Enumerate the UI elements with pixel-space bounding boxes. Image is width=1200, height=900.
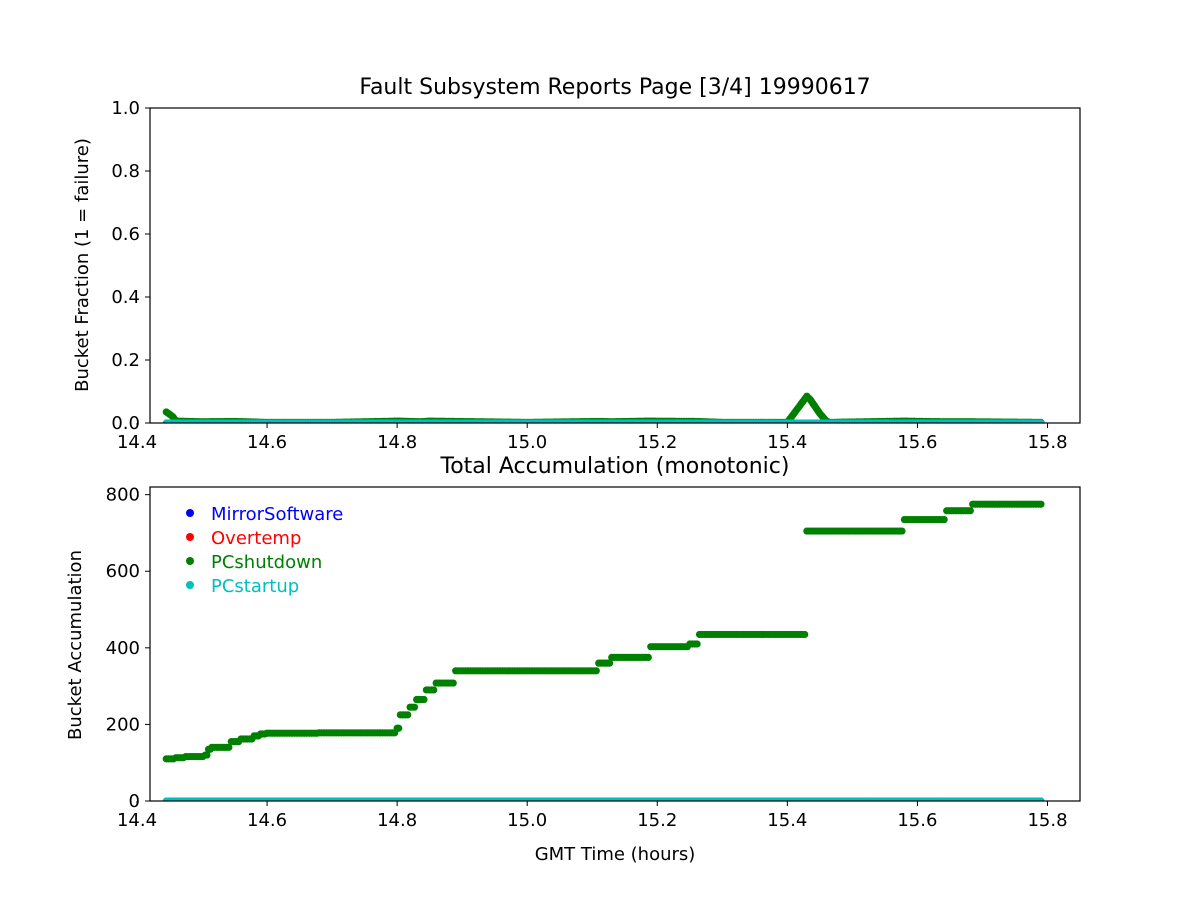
legend-marker-pcstartup: [186, 581, 194, 589]
accumulation-data-point: [966, 507, 974, 515]
accumulation-data-point: [801, 630, 809, 639]
accumulation-x-tick-label: 15.0: [507, 810, 547, 831]
accumulation-x-tick-label: 15.6: [897, 810, 937, 831]
fraction-panel: Fault Subsystem Reports Page [3/4] 19990…: [72, 75, 1081, 453]
accumulation-x-tick-label: 15.2: [637, 810, 677, 831]
accumulation-data-point: [203, 751, 211, 759]
accumulation-x-tick-label: 14.8: [377, 810, 417, 831]
accumulation-series-pcshutdown: [162, 500, 1045, 763]
fraction-y-axis-label: Bucket Fraction (1 = failure): [72, 138, 93, 392]
accumulation-y-tick-label: 0: [129, 791, 140, 812]
accumulation-data-point: [1037, 797, 1045, 801]
accumulation-data-point: [420, 695, 428, 704]
legend-marker-overtemp: [186, 533, 194, 541]
fraction-axes-frame: [149, 107, 1081, 424]
accumulation-panel: Total Accumulation (monotonic) Bucket Ac…: [65, 454, 1081, 865]
fraction-x-tick-label: 15.8: [1027, 432, 1067, 453]
accumulation-chart-title: Total Accumulation (monotonic): [440, 454, 790, 479]
fraction-plot-area: 14.4 14.6 14.8 15.0 15.2 15.4 15.6 15.8 0.0 0.2 0.…: [111, 98, 1081, 453]
legend-marker-mirrorsoftware: [186, 509, 194, 517]
fraction-y-tick-label: 0.4: [111, 287, 140, 308]
accumulation-data-point: [449, 679, 457, 687]
accumulation-y-tick-label: 800: [106, 485, 140, 506]
accumulation-series-pcstartup: [162, 797, 1045, 801]
fraction-y-tick-label: 0.2: [111, 350, 140, 371]
fraction-x-tick-label: 15.4: [767, 432, 807, 453]
fraction-chart-title: Fault Subsystem Reports Page [3/4] 19990…: [359, 75, 870, 100]
accumulation-data-point: [592, 667, 600, 675]
accumulation-x-axis-label: GMT Time (hours): [535, 844, 696, 865]
accumulation-x-tick-label: 15.4: [767, 810, 807, 831]
accumulation-data-point: [693, 640, 701, 648]
accumulation-y-tick-label: 400: [106, 638, 140, 659]
accumulation-y-tick-label: 600: [106, 561, 140, 582]
fraction-x-tick-label: 15.2: [637, 432, 677, 453]
accumulation-data-point: [940, 515, 948, 524]
accumulation-x-tick-label: 14.6: [247, 810, 287, 831]
legend: MirrorSoftware Overtemp PCshutdown PCstartu…: [186, 504, 343, 597]
accumulation-data-point: [225, 743, 233, 751]
legend-label-pcshutdown: PCshutdown: [211, 552, 322, 573]
accumulation-data-point: [395, 724, 403, 732]
legend-label-pcstartup: PCstartup: [211, 576, 299, 597]
accumulation-y-tick-label: 200: [106, 714, 140, 735]
fraction-data-point: [1037, 419, 1045, 423]
accumulation-x-tick-label: 15.8: [1027, 810, 1067, 831]
legend-label-mirrorsoftware: MirrorSoftware: [211, 504, 343, 525]
accumulation-data-point: [404, 711, 412, 719]
accumulation-plot-area: 14.4 14.6 14.8 15.0 15.2 15.4 15.6 15.8 0 200 400 6…: [106, 485, 1081, 831]
fraction-x-tick-label: 15.6: [897, 432, 937, 453]
accumulation-data-point: [644, 653, 652, 662]
accumulation-data-point: [605, 659, 614, 667]
fraction-x-tick-label: 14.8: [377, 432, 417, 453]
fraction-y-tick-label: 1.0: [111, 98, 140, 119]
accumulation-data-point: [430, 686, 438, 694]
fraction-y-tick-label: 0.6: [111, 224, 140, 245]
fraction-x-tick-label: 15.0: [507, 432, 547, 453]
accumulation-axes-frame: [149, 486, 1081, 802]
fraction-x-tick-label: 14.6: [247, 432, 287, 453]
fraction-series-pcstartup: [162, 419, 1045, 423]
legend-marker-pcshutdown: [186, 557, 194, 565]
accumulation-data-point: [898, 527, 906, 535]
fraction-x-tick-label: 14.4: [117, 432, 157, 453]
accumulation-data-point: [1037, 500, 1045, 508]
fraction-y-tick-label: 0.8: [111, 161, 140, 182]
fraction-y-tick-label: 0.0: [111, 413, 140, 434]
accumulation-x-tick-label: 14.4: [117, 810, 157, 831]
accumulation-series-group: [162, 500, 1045, 801]
fraction-series-group: [162, 392, 1045, 423]
accumulation-data-point: [410, 703, 419, 711]
accumulation-y-axis-label: Bucket Accumulation: [65, 550, 86, 740]
legend-label-overtemp: Overtemp: [211, 528, 301, 549]
